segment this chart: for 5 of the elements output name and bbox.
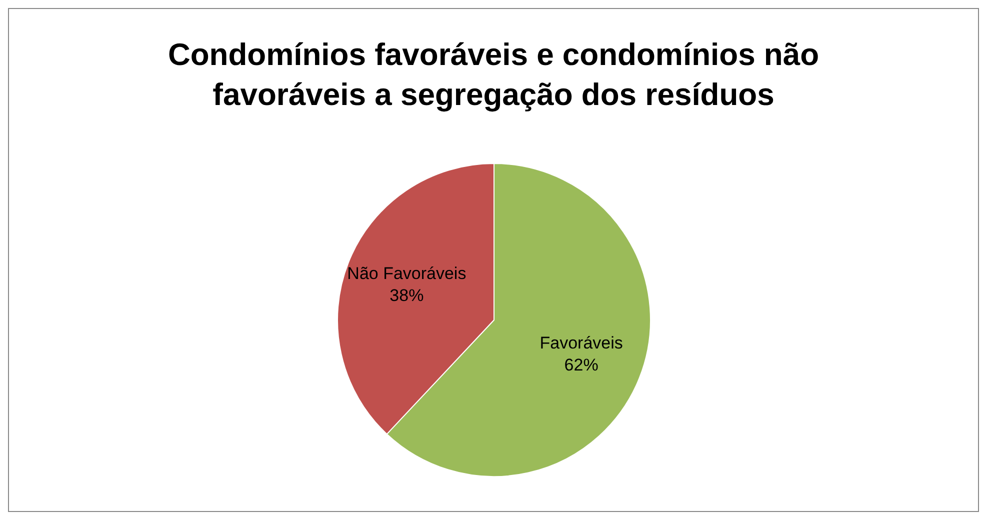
data-label: 62% <box>564 355 598 374</box>
slice-label: Não Favoráveis <box>346 264 466 284</box>
chart-title: Condomínios favoráveis e condomínios não favoráveis a segregação dos resíduos <box>166 36 820 114</box>
data-label: 38% <box>389 286 424 306</box>
slice-label: Favoráveis <box>539 333 622 352</box>
